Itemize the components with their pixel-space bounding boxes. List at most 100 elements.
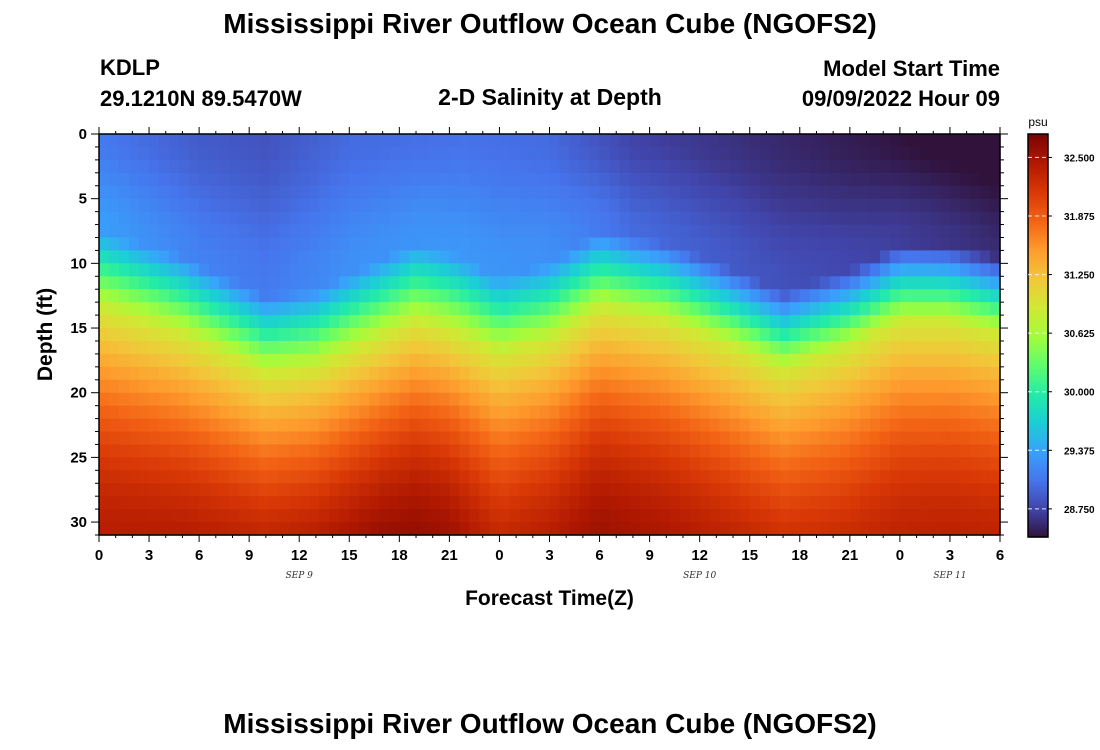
heatmap-cell [99,289,110,303]
heatmap-cell [209,315,220,329]
colorbar-segment [1028,154,1048,158]
heatmap-cell [699,379,711,394]
heatmap-cell [739,146,751,161]
heatmap-cell [229,328,240,342]
heatmap-cell [729,392,741,407]
heatmap-cell [619,276,631,290]
heatmap-cell [819,405,831,420]
heatmap-cell [779,340,791,355]
heatmap-cell [689,418,701,433]
heatmap-cell [859,315,871,329]
heatmap-cell [129,315,140,329]
heatmap-cell [809,366,821,381]
heatmap-cell [319,211,330,226]
heatmap-cell [139,263,150,277]
heatmap-cell [899,302,911,316]
y-tick-label: 0 [79,126,87,143]
heatmap-cell [199,146,210,161]
heatmap-cell [779,509,791,523]
heatmap-cell [939,250,951,264]
colorbar-segment [1028,219,1048,223]
heatmap-cell [799,483,811,497]
heatmap-cell [269,470,280,484]
heatmap-cell [479,211,491,226]
heatmap-cell [309,276,320,290]
heatmap-cell [299,340,310,355]
heatmap-cell [159,159,170,174]
heatmap-cell [169,340,180,355]
heatmap-cell [209,328,220,342]
heatmap-cell [689,470,701,484]
heatmap-cell [699,483,711,497]
heatmap-cell [669,237,681,252]
heatmap-cell [739,483,751,497]
colorbar-segment [1028,139,1048,143]
colorbar-segment [1028,179,1048,183]
heatmap-cell [179,211,190,226]
heatmap-cell [199,237,210,252]
heatmap-cell [979,276,991,290]
heatmap-cell [629,224,641,239]
heatmap-cell [889,483,901,497]
heatmap-cell [449,159,460,174]
heatmap-cell [869,276,881,290]
heatmap-cell [609,470,621,484]
heatmap-cell [309,522,320,536]
heatmap-cell [479,509,491,523]
colorbar-segment [1028,345,1048,349]
heatmap-cell [479,366,491,381]
heatmap-cell [219,302,230,316]
heatmap-cell [659,224,671,239]
heatmap-cell [169,250,180,264]
heatmap-cell [949,431,961,446]
heatmap-cell [629,172,641,187]
heatmap-cell [649,302,661,316]
heatmap-cell [139,496,150,510]
heatmap-cell [959,224,971,239]
heatmap-cell [229,509,240,523]
heatmap-cell [899,276,911,290]
heatmap-cell [609,340,621,355]
heatmap-cell [429,483,440,497]
heatmap-cell [419,185,430,200]
heatmap-cell [429,431,440,446]
heatmap-cell [379,263,390,277]
heatmap-cell [209,509,220,523]
colorbar-segment [1028,317,1048,321]
heatmap-cell [289,211,300,226]
heatmap-cell [689,250,701,264]
heatmap-cell [679,353,691,368]
heatmap-cell [309,392,320,407]
heatmap-cell [779,315,791,329]
heatmap-cell [989,211,1001,226]
heatmap-cell [309,185,320,200]
heatmap-cell [659,431,671,446]
heatmap-cell [569,250,581,264]
heatmap-cell [309,302,320,316]
heatmap-cell [669,146,681,161]
heatmap-cell [439,224,450,239]
heatmap-cell [509,418,521,433]
heatmap-cell [829,328,841,342]
heatmap-cell [199,340,210,355]
heatmap-cell [149,444,160,458]
heatmap-cell [959,146,971,161]
heatmap-cell [479,457,491,471]
heatmap-cell [839,250,851,264]
heatmap-cell [579,457,591,471]
heatmap-cell [509,366,521,381]
heatmap-cell [779,237,791,252]
heatmap-cell [359,457,370,471]
heatmap-cell [299,276,310,290]
heatmap-cell [739,276,751,290]
heatmap-cell [259,263,270,277]
heatmap-cell [959,340,971,355]
heatmap-cell [689,224,701,239]
heatmap-cell [989,509,1001,523]
heatmap-cell [159,211,170,226]
heatmap-cell [159,237,170,252]
heatmap-cell [559,198,571,213]
heatmap-cell [929,470,941,484]
heatmap-cell [629,379,641,394]
heatmap-cell [529,353,541,368]
